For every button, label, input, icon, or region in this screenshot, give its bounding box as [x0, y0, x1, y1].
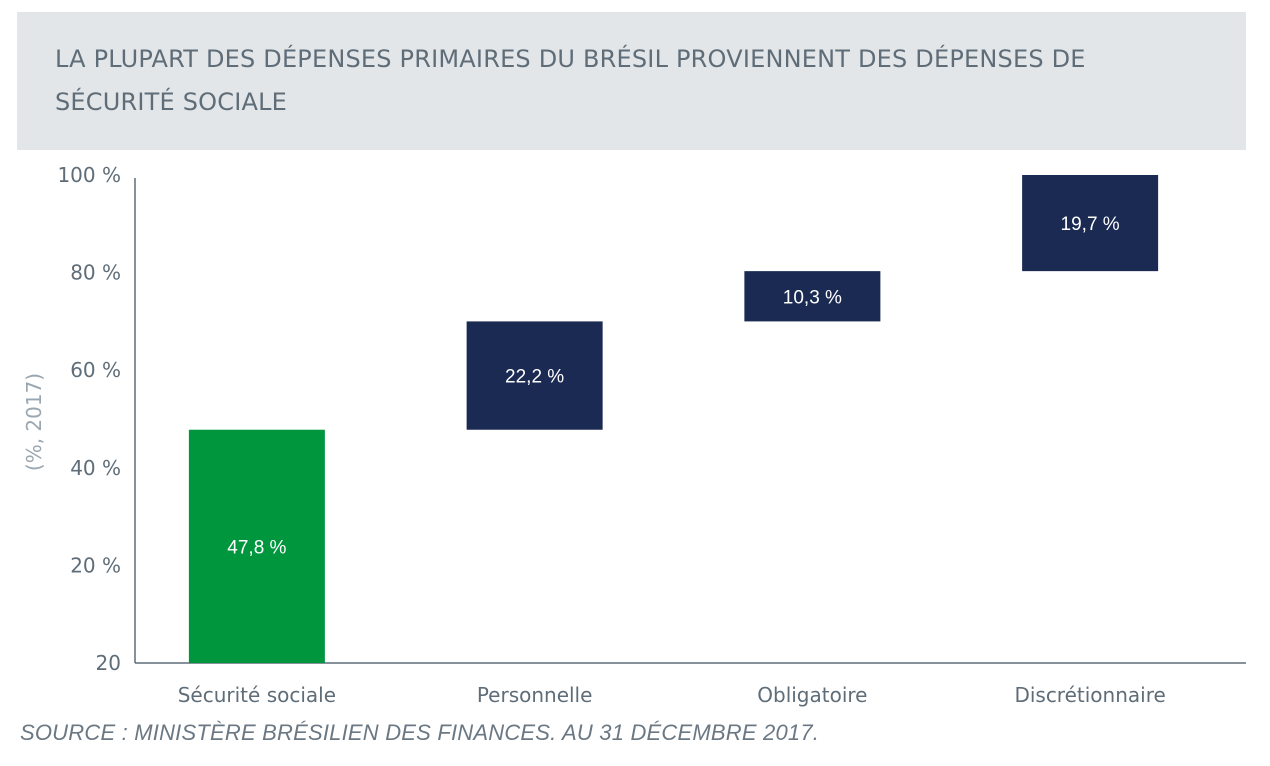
- x-category-label: Sécurité sociale: [178, 683, 336, 707]
- y-tick-label: 40 %: [70, 456, 121, 480]
- source-note: SOURCE : MINISTÈRE BRÉSILIEN DES FINANCE…: [20, 720, 820, 745]
- bar-4: [1022, 175, 1159, 272]
- chart-title: LA PLUPART DES DÉPENSES PRIMAIRES DU BRÉ…: [55, 45, 1086, 116]
- y-ticks: 20 20 % 40 % 60 % 80 % 100 %: [57, 163, 121, 675]
- x-category-label: Discrétionnaire: [1014, 683, 1165, 707]
- y-tick-label: 100 %: [57, 163, 121, 187]
- y-tick-label: 80 %: [70, 261, 121, 285]
- x-category-label: Personnelle: [477, 683, 593, 707]
- x-categories: Sécurité sociale Personnelle Obligatoire Di…: [178, 683, 1166, 707]
- title-banner: LA PLUPART DES DÉPENSES PRIMAIRES DU BRÉ…: [17, 12, 1246, 150]
- y-axis-label: (%, 2017): [22, 373, 46, 471]
- y-tick-label: 20 %: [70, 553, 121, 577]
- bar-data-label: 47,8 %: [227, 537, 286, 558]
- bar-data-label: 22,2 %: [505, 367, 564, 388]
- y-tick-label: 60 %: [70, 358, 121, 382]
- bar-data-label: 19,7 %: [1061, 214, 1120, 235]
- y-tick-label: 20: [96, 651, 121, 675]
- bar-data-label: 10,3 %: [783, 287, 842, 308]
- bars: 47,8 % 22,2 % 10,3 % 19,7 %: [188, 175, 1159, 663]
- bar-1: [188, 429, 325, 663]
- bar-2: [466, 321, 603, 430]
- bar-3: [744, 271, 881, 322]
- x-category-label: Obligatoire: [757, 683, 867, 707]
